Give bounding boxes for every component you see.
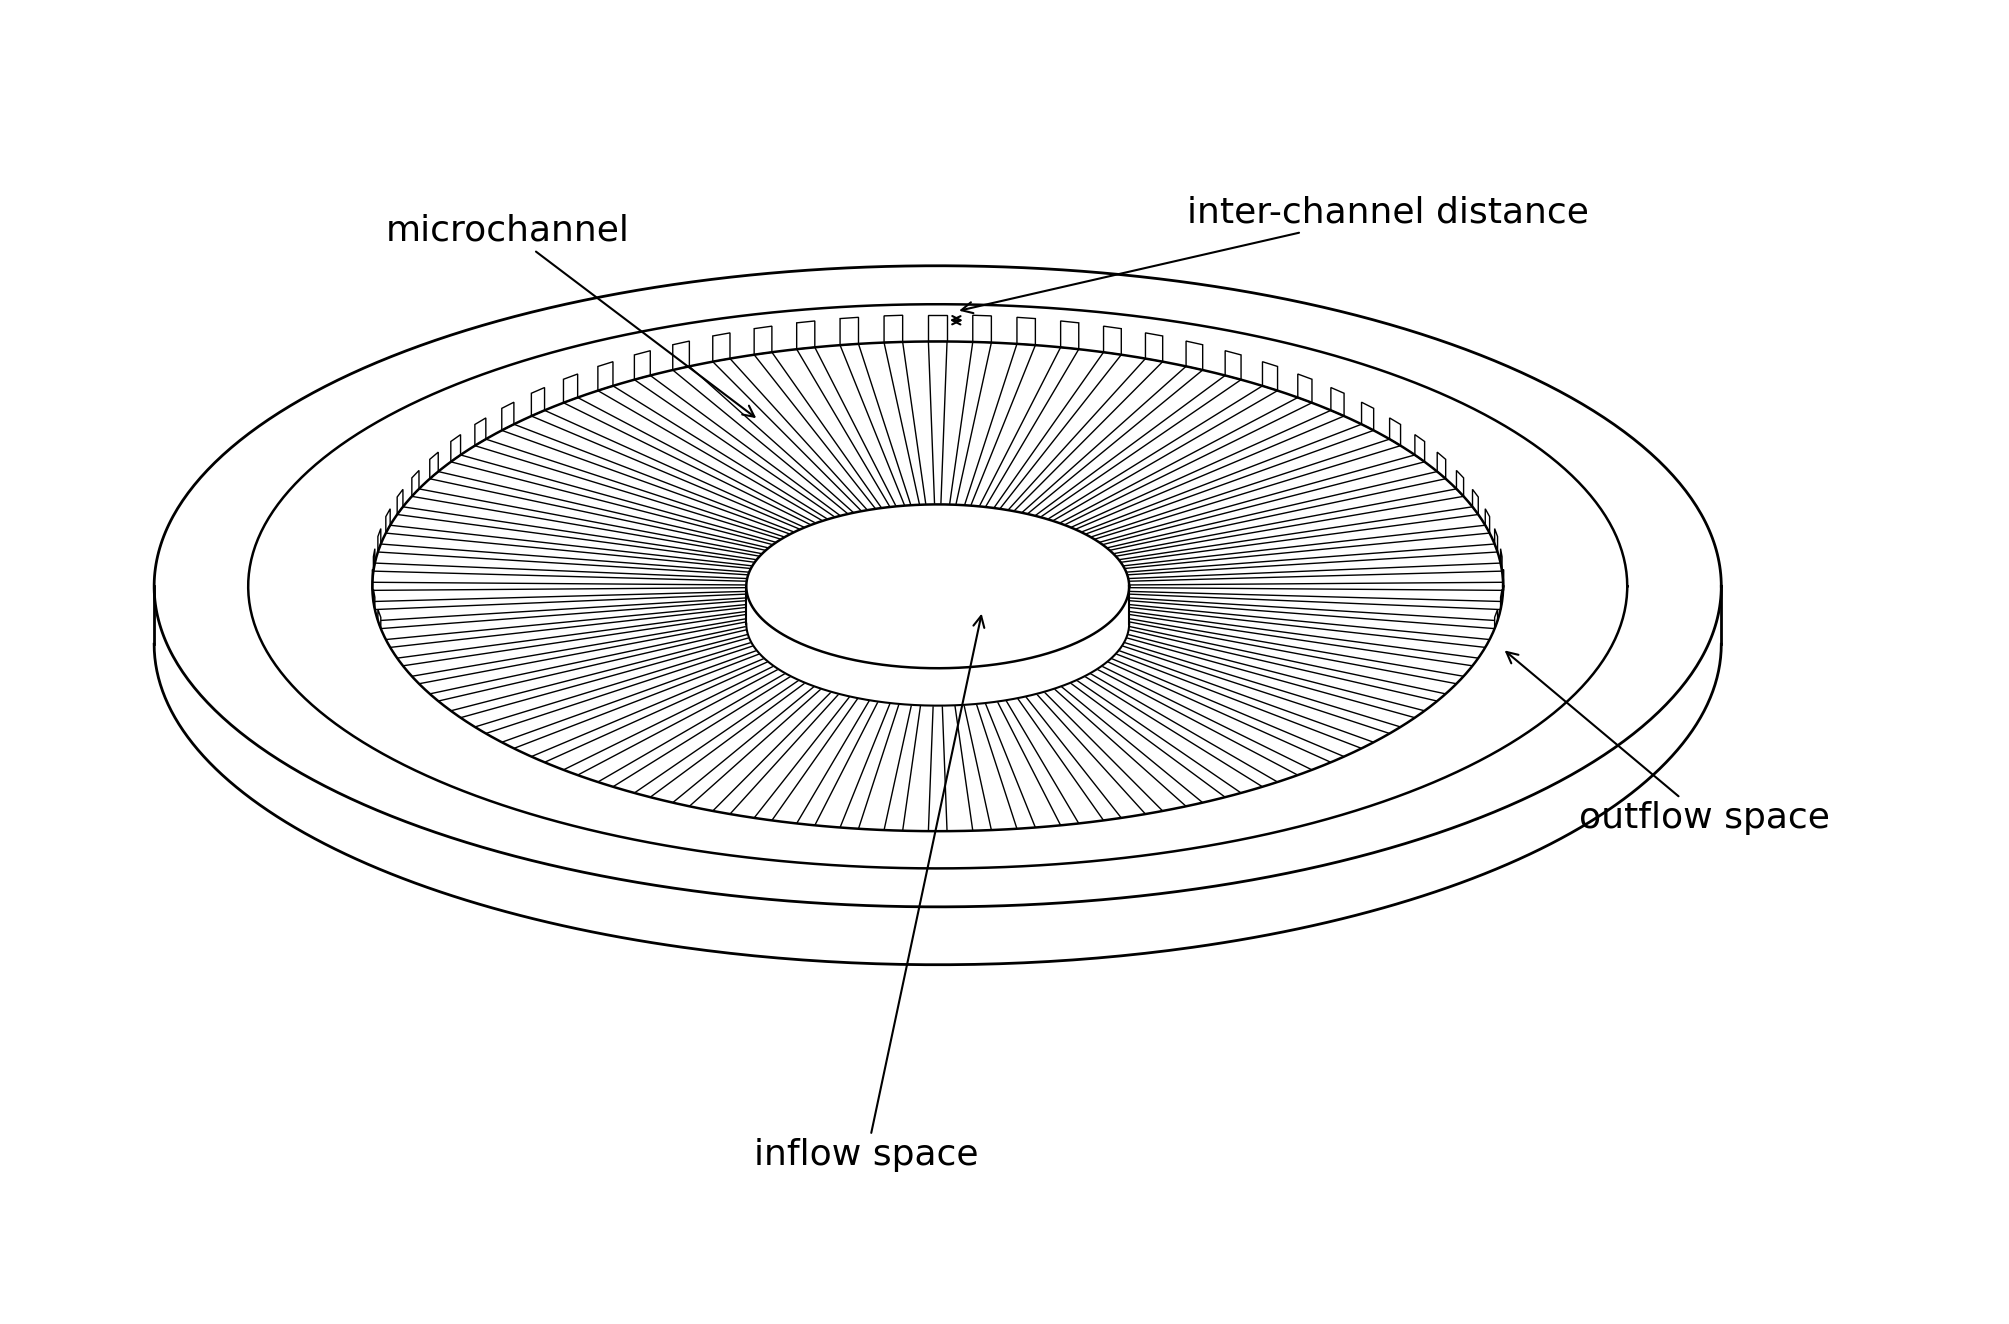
Polygon shape <box>1436 451 1446 479</box>
Polygon shape <box>928 315 946 342</box>
Polygon shape <box>1103 326 1121 355</box>
Polygon shape <box>972 315 990 343</box>
Polygon shape <box>798 320 816 350</box>
Polygon shape <box>1330 388 1344 416</box>
Polygon shape <box>673 342 689 369</box>
Polygon shape <box>884 315 902 343</box>
Polygon shape <box>840 318 858 346</box>
Polygon shape <box>1495 609 1497 629</box>
Polygon shape <box>372 342 1503 831</box>
Polygon shape <box>530 388 544 416</box>
Polygon shape <box>1390 418 1400 446</box>
Polygon shape <box>155 266 1722 907</box>
Polygon shape <box>599 361 613 391</box>
Polygon shape <box>378 528 382 552</box>
Polygon shape <box>745 504 1129 669</box>
Polygon shape <box>1262 361 1278 391</box>
Polygon shape <box>1225 351 1242 380</box>
Text: outflow space: outflow space <box>1507 651 1830 835</box>
Polygon shape <box>1362 402 1374 430</box>
Polygon shape <box>563 373 579 402</box>
Text: inter-channel distance: inter-channel distance <box>962 196 1589 314</box>
Polygon shape <box>1414 434 1424 462</box>
Polygon shape <box>635 351 651 380</box>
Polygon shape <box>1145 332 1163 361</box>
Polygon shape <box>1473 490 1479 515</box>
Polygon shape <box>474 418 486 446</box>
Polygon shape <box>753 326 771 355</box>
Polygon shape <box>1061 320 1079 350</box>
Polygon shape <box>450 434 460 462</box>
Polygon shape <box>1495 528 1497 552</box>
Polygon shape <box>386 508 390 534</box>
Text: microchannel: microchannel <box>386 213 755 417</box>
Polygon shape <box>1457 470 1465 496</box>
Polygon shape <box>398 490 404 515</box>
Polygon shape <box>1017 318 1035 346</box>
Polygon shape <box>249 305 1627 869</box>
Polygon shape <box>1185 342 1203 369</box>
Polygon shape <box>713 332 729 361</box>
Polygon shape <box>430 451 438 479</box>
Polygon shape <box>1485 508 1489 534</box>
Polygon shape <box>745 587 1129 706</box>
Polygon shape <box>412 470 420 496</box>
Text: inflow space: inflow space <box>753 616 984 1172</box>
Polygon shape <box>502 402 514 430</box>
Polygon shape <box>378 609 382 629</box>
Polygon shape <box>1298 373 1312 402</box>
